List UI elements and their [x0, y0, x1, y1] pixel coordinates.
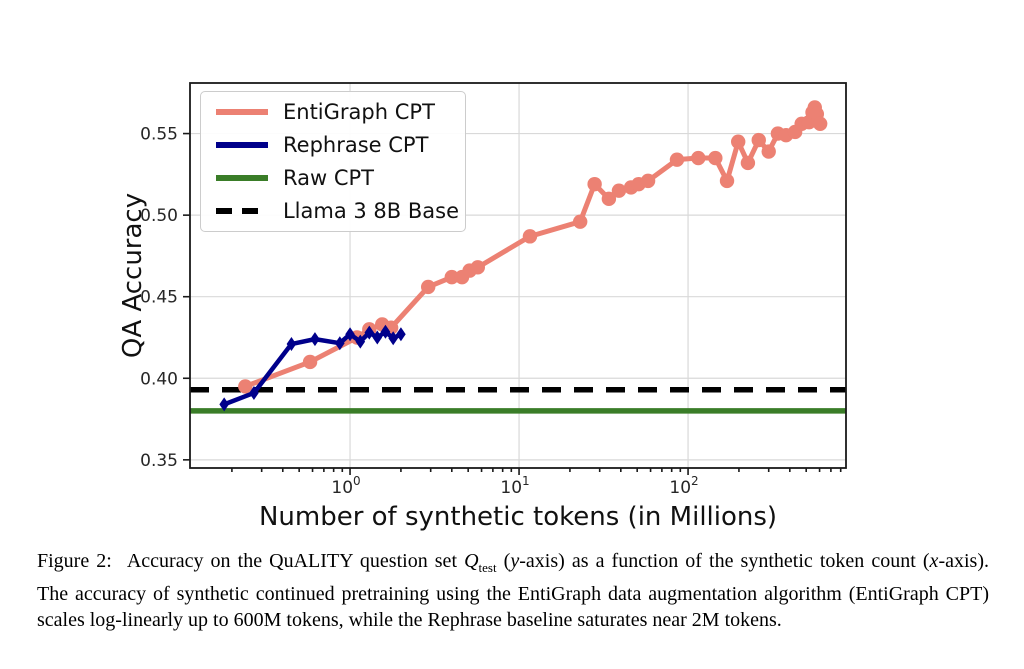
legend-swatch-rephrase-cpt [216, 142, 268, 149]
x-tick-label-10e2: 102 [669, 474, 698, 498]
legend-label-rephrase-cpt: Rephrase CPT [283, 133, 429, 158]
legend-label-entigraph-cpt: EntiGraph CPT [283, 100, 435, 125]
caption-text-2: ( [496, 550, 511, 572]
y-tick-label-0.55: 0.55 [140, 125, 178, 145]
legend-swatch-entigraph-cpt [216, 109, 268, 116]
y-tick-label-0.50: 0.50 [140, 206, 178, 226]
plot-border [189, 82, 847, 469]
axis-ticks [183, 132, 842, 475]
y-tick-label-0.40: 0.40 [140, 369, 178, 389]
y-tick-label-0.45: 0.45 [140, 288, 178, 308]
y-tick-label-0.35: 0.35 [140, 451, 178, 471]
y-variable: y [510, 550, 520, 572]
caption-text-3: -axis) as a function of the synthetic to… [519, 550, 930, 572]
qa-accuracy-chart: 100 101 102 0.35 0.40 0.45 0.50 0.55 Number of s… [118, 82, 847, 532]
x-variable: x [929, 550, 939, 572]
entigraph-cpt-markers [238, 100, 828, 394]
q-subscript: test [478, 560, 497, 575]
x-axis-label: Number of synthetic tokens (in Millions) [259, 502, 777, 532]
figure-label: Figure 2: [37, 550, 112, 572]
legend-swatch-raw-cpt [216, 174, 268, 181]
legend-item-rephrase-cpt: Rephrase CPT [214, 133, 459, 157]
figure-caption: Figure 2: Accuracy on the QuALITY questio… [37, 548, 989, 633]
legend-item-entigraph-cpt: EntiGraph CPT [214, 100, 459, 124]
y-axis-label: QA Accuracy [118, 193, 148, 358]
caption-text-1: Accuracy on the QuALITY question set [126, 550, 465, 572]
chart-legend: EntiGraph CPT Rephrase CPT Raw CPT Llama 3 … [200, 91, 466, 232]
legend-label-llama-3-8b-base: Llama 3 8B Base [282, 198, 459, 223]
legend-label-raw-cpt: Raw CPT [283, 165, 375, 190]
rephrase-cpt-markers [219, 324, 406, 412]
legend-item-raw-cpt: Raw CPT [214, 166, 459, 190]
script-q-symbol: Q [464, 550, 479, 572]
x-tick-label-10e0: 100 [331, 474, 360, 498]
legend-swatch-llama-3-8b-base [216, 207, 268, 214]
caption-text-4: -axis). The accuracy of synthetic contin… [37, 550, 989, 631]
x-tick-label-10e1: 101 [500, 474, 529, 498]
legend-item-llama-3-8b-base: Llama 3 8B Base [214, 199, 459, 223]
chart-svg: 100 101 102 0.35 0.40 0.45 0.50 0.55 Number of s… [118, 82, 847, 532]
